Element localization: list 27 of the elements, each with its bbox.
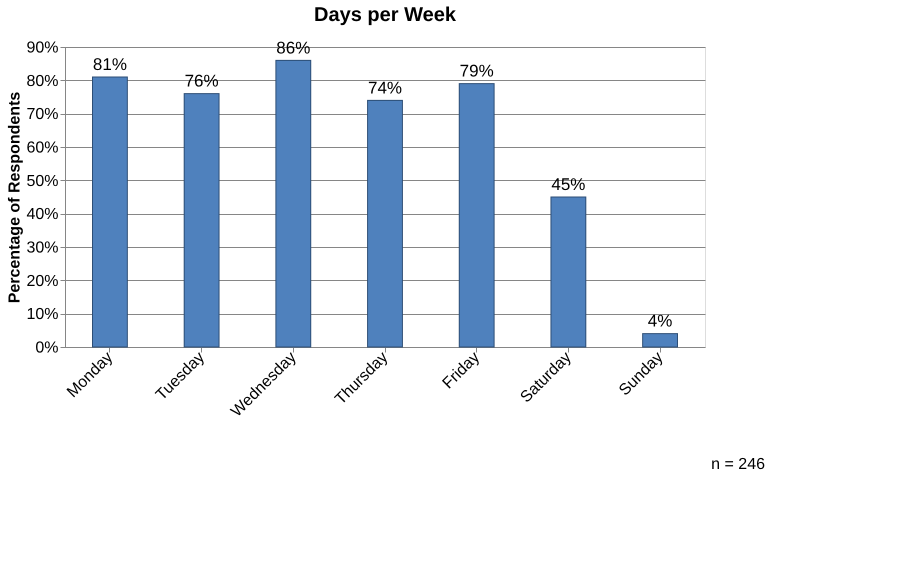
bar [184,93,220,348]
bar [367,100,403,348]
data-label: 74% [368,78,402,98]
chart-title: Days per Week [314,4,457,26]
data-label: 4% [648,312,672,331]
y-tick-label: 90% [26,40,58,56]
y-tick-label: 30% [26,240,58,256]
y-tick-label: 10% [26,306,58,324]
y-tick-label: 70% [26,106,58,124]
bar [275,60,312,348]
y-tick-label: 20% [26,272,58,290]
y-tick-label: 40% [26,206,58,224]
y-tick-label: 0% [35,340,58,356]
bar [642,333,678,348]
data-label: 79% [460,62,494,81]
bar [550,196,586,348]
bar [458,83,495,348]
data-label: 45% [551,175,586,194]
y-tick-label: 50% [26,172,58,190]
data-label: 76% [184,72,219,91]
data-label: 81% [92,55,127,74]
bar [92,76,128,348]
y-axis-title: Percentage of Respondents [6,92,24,304]
data-label: 86% [276,38,310,58]
y-tick-label: 60% [26,140,58,156]
y-tick-label: 80% [26,72,58,90]
text: n = 246 [711,456,766,473]
